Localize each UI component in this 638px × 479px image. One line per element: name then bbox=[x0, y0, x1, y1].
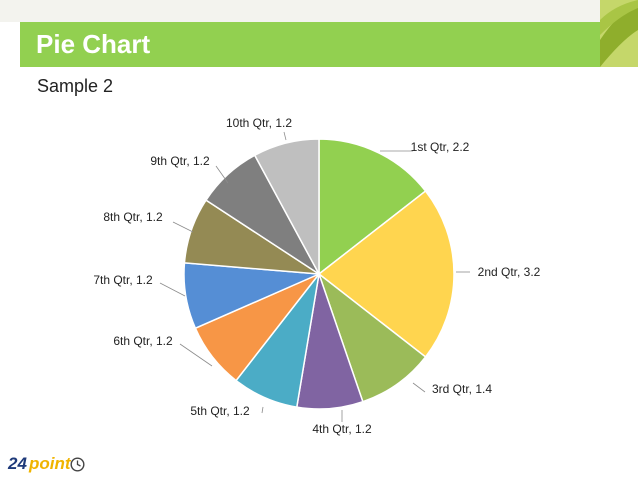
leader-line-3 bbox=[412, 382, 426, 393]
data-labels: 1st Qtr, 2.2 2nd Qtr, 3.2 3rd Qtr, 1.4 4th … bbox=[93, 116, 540, 436]
data-label-6: 6th Qtr, 1.2 bbox=[113, 334, 173, 348]
page-title: Pie Chart bbox=[36, 29, 151, 59]
subtitle: Sample 2 bbox=[37, 76, 114, 96]
pie-slice-2 bbox=[317, 190, 455, 358]
leader-line-6 bbox=[179, 343, 213, 367]
leader-line-10 bbox=[283, 131, 287, 141]
data-label-4: 4th Qtr, 1.2 bbox=[312, 422, 372, 436]
leader-line-5 bbox=[261, 406, 264, 414]
leader-lines bbox=[159, 131, 470, 422]
leader-line-7 bbox=[159, 282, 186, 297]
pie-slice-3 bbox=[317, 271, 427, 403]
pie-slice-10 bbox=[253, 138, 320, 275]
title-banner: Pie Chart bbox=[20, 22, 600, 67]
data-label-8: 8th Qtr, 1.2 bbox=[103, 210, 163, 224]
pie-slices bbox=[183, 138, 455, 410]
leader-line-9 bbox=[215, 165, 229, 184]
data-label-9: 9th Qtr, 1.2 bbox=[150, 154, 210, 168]
leaf-decoration-icon bbox=[600, 0, 638, 67]
data-label-7: 7th Qtr, 1.2 bbox=[93, 273, 153, 287]
data-label-3: 3rd Qtr, 1.4 bbox=[432, 382, 492, 396]
data-label-10: 10th Qtr, 1.2 bbox=[226, 116, 292, 130]
clock-icon bbox=[70, 457, 85, 472]
data-label-1: 1st Qtr, 2.2 bbox=[411, 140, 470, 154]
logo-word: point bbox=[29, 454, 71, 473]
top-strip bbox=[0, 0, 638, 22]
leader-line-8 bbox=[172, 221, 194, 233]
data-label-2: 2nd Qtr, 3.2 bbox=[478, 265, 541, 279]
logo-number: 24 bbox=[8, 454, 27, 473]
pie-slice-1 bbox=[318, 138, 427, 276]
brand-logo: 24 point bbox=[8, 454, 88, 476]
data-label-5: 5th Qtr, 1.2 bbox=[190, 404, 250, 418]
